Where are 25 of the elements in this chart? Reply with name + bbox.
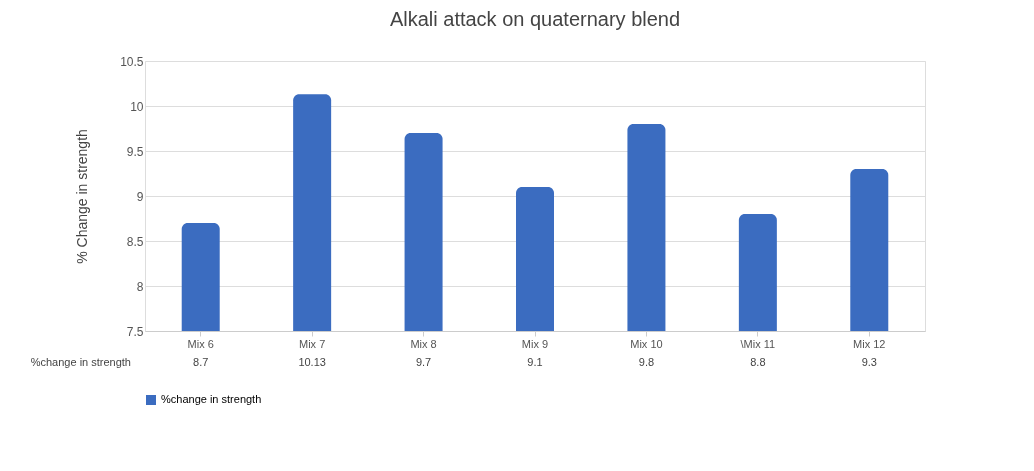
legend-label: %change in strength [161, 393, 262, 405]
x-tick-label: Mix 7 [299, 337, 326, 350]
y-tick-label: 8.5 [126, 234, 144, 249]
x-tick-label: Mix 10 [630, 337, 663, 350]
x-tick-label: \Mix 11 [740, 337, 776, 350]
data-label: 9.3 [861, 356, 877, 368]
x-tick-label: Mix 8 [410, 337, 437, 350]
data-label: 8.8 [750, 356, 766, 368]
x-tick-label: Mix 12 [853, 337, 886, 350]
y-tick-label: 9.5 [126, 144, 144, 159]
y-tick-label: 10 [130, 99, 144, 114]
y-tick-label: 9 [136, 189, 144, 204]
x-tick-label: Mix 6 [187, 337, 214, 350]
y-tick-label: 8 [136, 279, 144, 294]
data-label: 9.1 [527, 356, 543, 368]
data-label: 9.8 [638, 356, 655, 368]
y-tick-label: 7.5 [126, 324, 144, 339]
y-tick-label: 10.5 [120, 54, 144, 69]
data-label: 9.7 [415, 356, 432, 368]
chart-title: Alkali attack on quaternary blend [389, 8, 681, 30]
data-label: 8.7 [193, 356, 209, 368]
data-label: 10.13 [298, 356, 326, 368]
y-axis-title: % Change in strength [74, 129, 91, 264]
text: %change in strength [30, 356, 131, 368]
x-tick-label: Mix 9 [521, 337, 549, 350]
